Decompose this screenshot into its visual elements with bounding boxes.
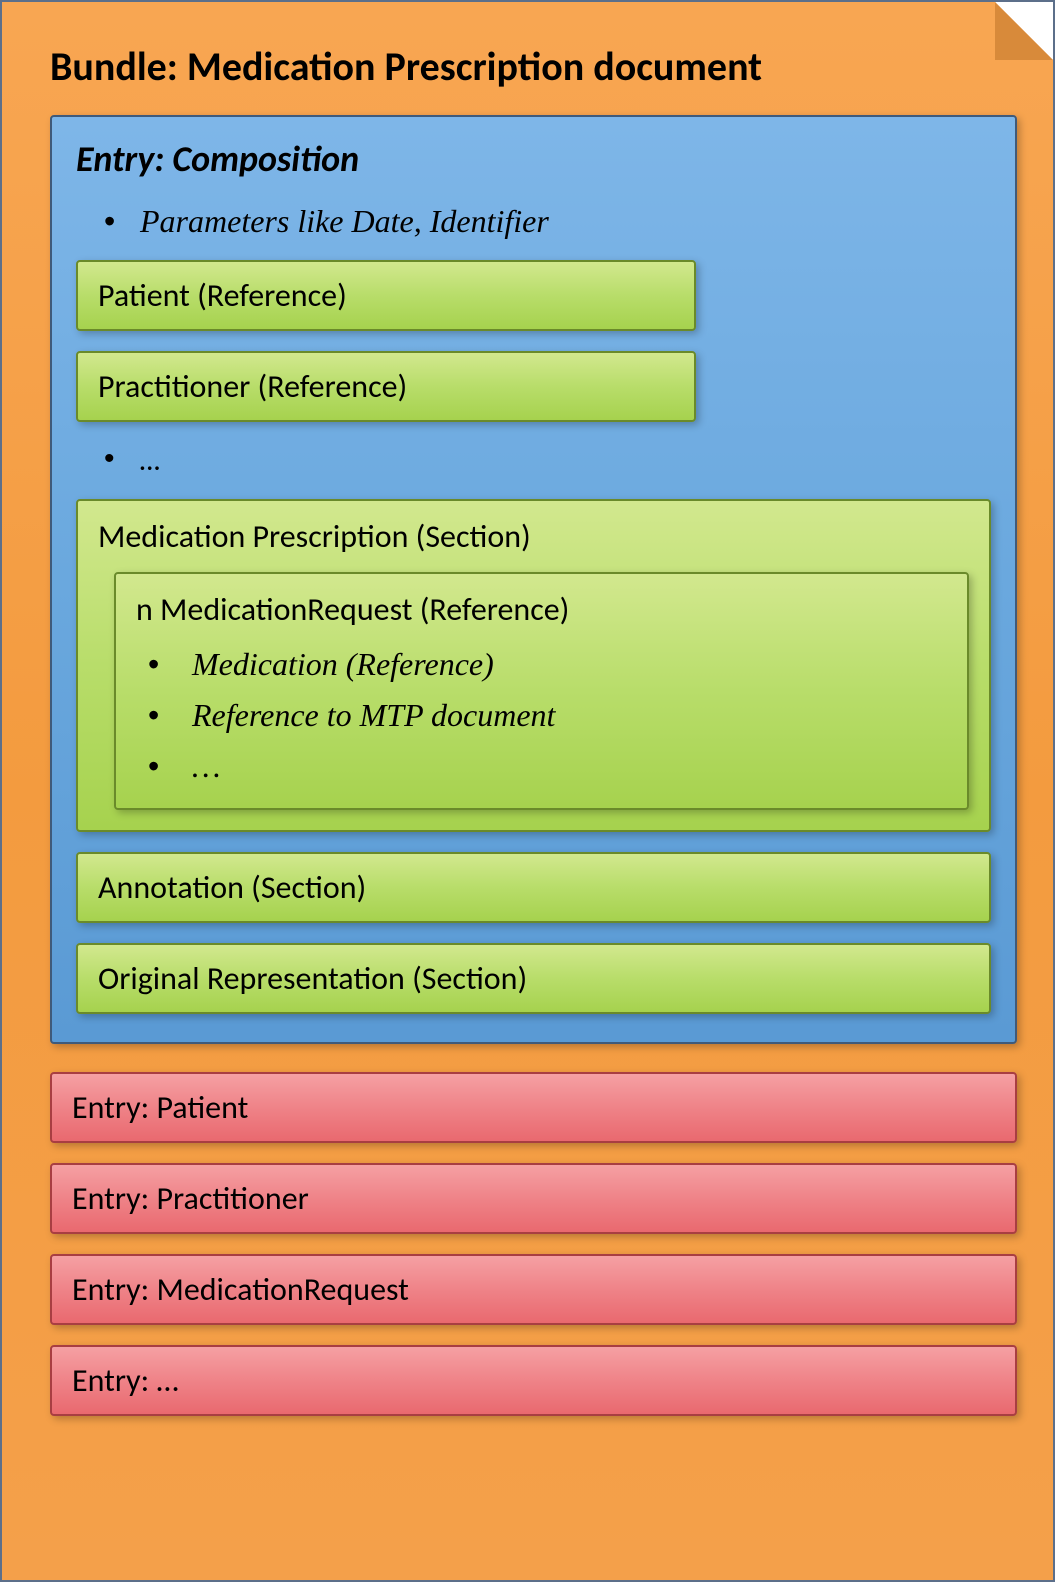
composition-title: Entry: Composition bbox=[76, 137, 991, 181]
practitioner-reference-box: Practitioner (Reference) bbox=[76, 351, 696, 422]
ellipsis-list: … bbox=[76, 442, 991, 479]
medication-request-bullets: Medication (Reference) Reference to MTP … bbox=[136, 639, 947, 793]
param-bullet-list: Parameters like Date, Identifier bbox=[76, 199, 991, 244]
entry-patient-box: Entry: Patient bbox=[50, 1072, 1017, 1143]
medication-ref-bullet: Medication (Reference) bbox=[148, 639, 947, 690]
medication-request-title: n MedicationRequest (Reference) bbox=[136, 590, 947, 629]
medication-section-title: Medication Prescription (Section) bbox=[98, 517, 969, 556]
composition-entry-box: Entry: Composition Parameters like Date,… bbox=[50, 115, 1017, 1044]
entry-ellipsis-box: Entry: … bbox=[50, 1345, 1017, 1416]
bundle-container: Bundle: Medication Prescription document… bbox=[0, 0, 1055, 1582]
entry-medication-request-box: Entry: MedicationRequest bbox=[50, 1254, 1017, 1325]
entry-practitioner-box: Entry: Practitioner bbox=[50, 1163, 1017, 1234]
page-fold-icon bbox=[995, 2, 1053, 60]
patient-reference-box: Patient (Reference) bbox=[76, 260, 696, 331]
param-bullet: Parameters like Date, Identifier bbox=[104, 199, 991, 244]
original-representation-section-box: Original Representation (Section) bbox=[76, 943, 991, 1014]
annotation-section-box: Annotation (Section) bbox=[76, 852, 991, 923]
medication-request-nested-box: n MedicationRequest (Reference) Medicati… bbox=[114, 572, 969, 811]
mtp-ref-bullet: Reference to MTP document bbox=[148, 690, 947, 741]
ellipsis-bullet: … bbox=[104, 442, 991, 479]
medication-section-box: Medication Prescription (Section) n Medi… bbox=[76, 499, 991, 833]
ellipsis-inner-bullet: … bbox=[148, 741, 947, 792]
bundle-title: Bundle: Medication Prescription document bbox=[50, 42, 1017, 91]
